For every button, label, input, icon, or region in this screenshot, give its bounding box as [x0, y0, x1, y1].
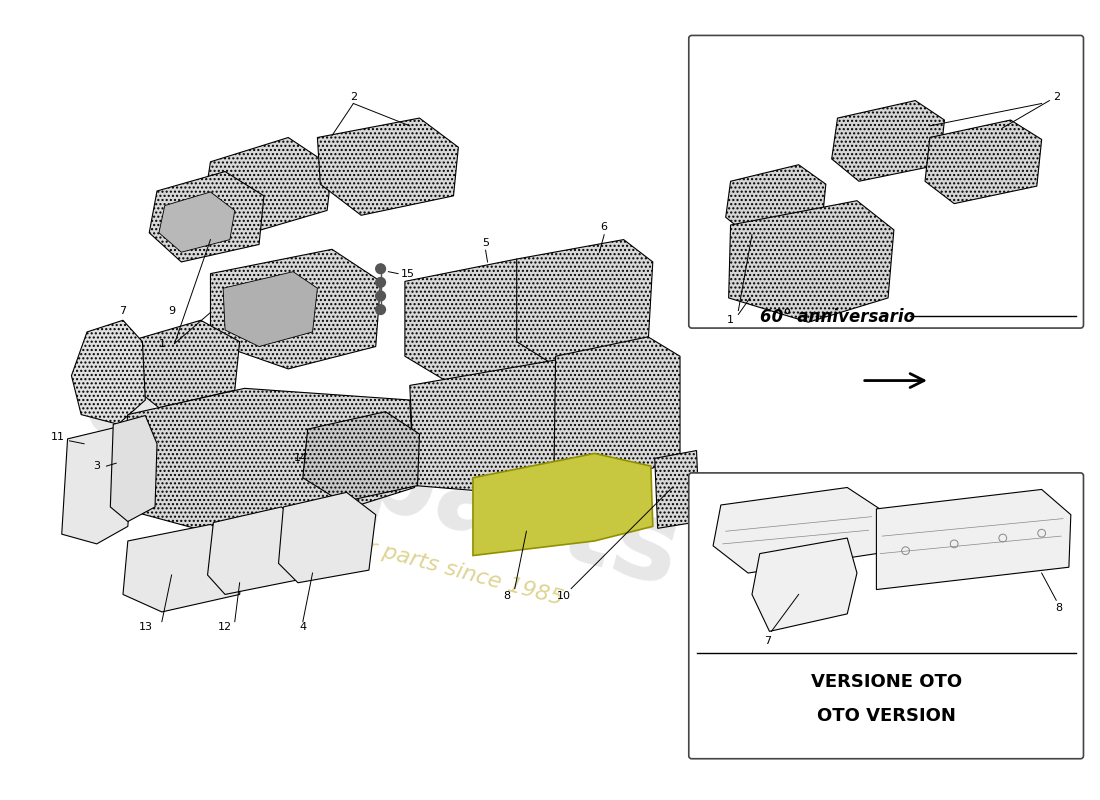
Text: 4: 4: [299, 622, 307, 633]
Polygon shape: [123, 525, 244, 612]
Polygon shape: [208, 507, 302, 594]
Text: 14: 14: [294, 454, 308, 463]
Polygon shape: [517, 239, 652, 366]
Text: a passion for parts since 1985: a passion for parts since 1985: [235, 502, 565, 609]
Polygon shape: [877, 490, 1070, 590]
Polygon shape: [150, 171, 264, 262]
Polygon shape: [302, 412, 419, 502]
Text: 2: 2: [350, 92, 356, 102]
Text: 2: 2: [1053, 92, 1059, 102]
Polygon shape: [405, 259, 560, 386]
Polygon shape: [223, 272, 318, 346]
Text: OTO VERSION: OTO VERSION: [816, 707, 956, 725]
Text: 3: 3: [94, 461, 100, 471]
Polygon shape: [117, 388, 415, 531]
Text: 5: 5: [482, 238, 490, 247]
Polygon shape: [654, 450, 700, 528]
Circle shape: [376, 264, 385, 274]
Circle shape: [376, 305, 385, 314]
Text: 9: 9: [168, 306, 175, 315]
Polygon shape: [925, 120, 1042, 204]
Polygon shape: [553, 337, 680, 495]
Text: 12: 12: [218, 622, 232, 633]
Polygon shape: [158, 192, 234, 252]
Polygon shape: [110, 415, 157, 522]
Circle shape: [376, 278, 385, 287]
Text: europarts: europarts: [70, 346, 691, 609]
Circle shape: [376, 291, 385, 301]
Polygon shape: [123, 320, 240, 408]
Text: 7: 7: [120, 306, 127, 315]
Polygon shape: [278, 492, 376, 582]
Polygon shape: [62, 427, 133, 544]
FancyBboxPatch shape: [689, 473, 1084, 758]
FancyBboxPatch shape: [689, 35, 1084, 328]
Polygon shape: [204, 138, 332, 234]
Text: 11: 11: [51, 432, 65, 442]
Text: 15: 15: [400, 269, 415, 278]
Text: 13: 13: [139, 622, 152, 633]
Text: 8: 8: [1056, 603, 1063, 613]
Text: 10: 10: [557, 591, 571, 602]
Polygon shape: [728, 201, 894, 322]
Text: 1: 1: [158, 338, 165, 349]
Text: 1: 1: [727, 315, 734, 326]
Polygon shape: [713, 487, 884, 573]
Text: 8: 8: [504, 591, 510, 602]
Text: 7: 7: [764, 636, 771, 646]
Polygon shape: [210, 250, 381, 369]
Text: VERSIONE OTO: VERSIONE OTO: [811, 673, 961, 691]
Polygon shape: [752, 538, 857, 631]
Text: 60° anniversario: 60° anniversario: [760, 308, 915, 326]
Polygon shape: [72, 320, 145, 424]
Polygon shape: [832, 101, 945, 182]
Polygon shape: [473, 454, 652, 555]
Text: 6: 6: [601, 222, 607, 232]
Polygon shape: [318, 118, 459, 215]
Polygon shape: [410, 359, 652, 498]
Polygon shape: [726, 165, 826, 238]
